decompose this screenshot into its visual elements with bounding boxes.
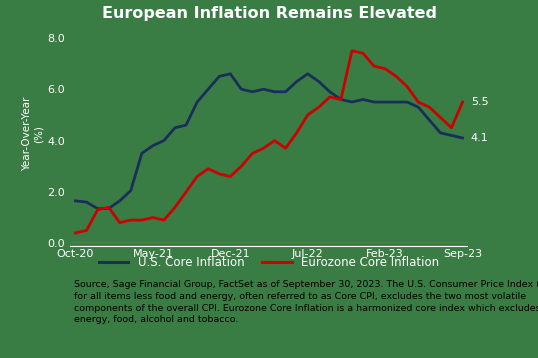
Text: 5.5: 5.5 bbox=[471, 97, 489, 107]
Title: European Inflation Remains Elevated: European Inflation Remains Elevated bbox=[102, 6, 436, 21]
Text: Jul-22: Jul-22 bbox=[292, 250, 323, 260]
Text: 4.1: 4.1 bbox=[471, 133, 489, 143]
Y-axis label: Year-Over-Year
(%): Year-Over-Year (%) bbox=[22, 97, 43, 171]
Text: May-21: May-21 bbox=[132, 250, 173, 260]
Text: Feb-23: Feb-23 bbox=[366, 250, 404, 260]
Text: Sep-23: Sep-23 bbox=[443, 250, 482, 260]
Text: Source, Sage Financial Group, FactSet as of September 30, 2023. The U.S. Consume: Source, Sage Financial Group, FactSet as… bbox=[74, 280, 538, 324]
Text: Oct-20: Oct-20 bbox=[57, 250, 94, 260]
Legend: U.S. Core Inflation, Eurozone Core Inflation: U.S. Core Inflation, Eurozone Core Infla… bbox=[94, 251, 444, 274]
Text: Dec-21: Dec-21 bbox=[210, 250, 250, 260]
